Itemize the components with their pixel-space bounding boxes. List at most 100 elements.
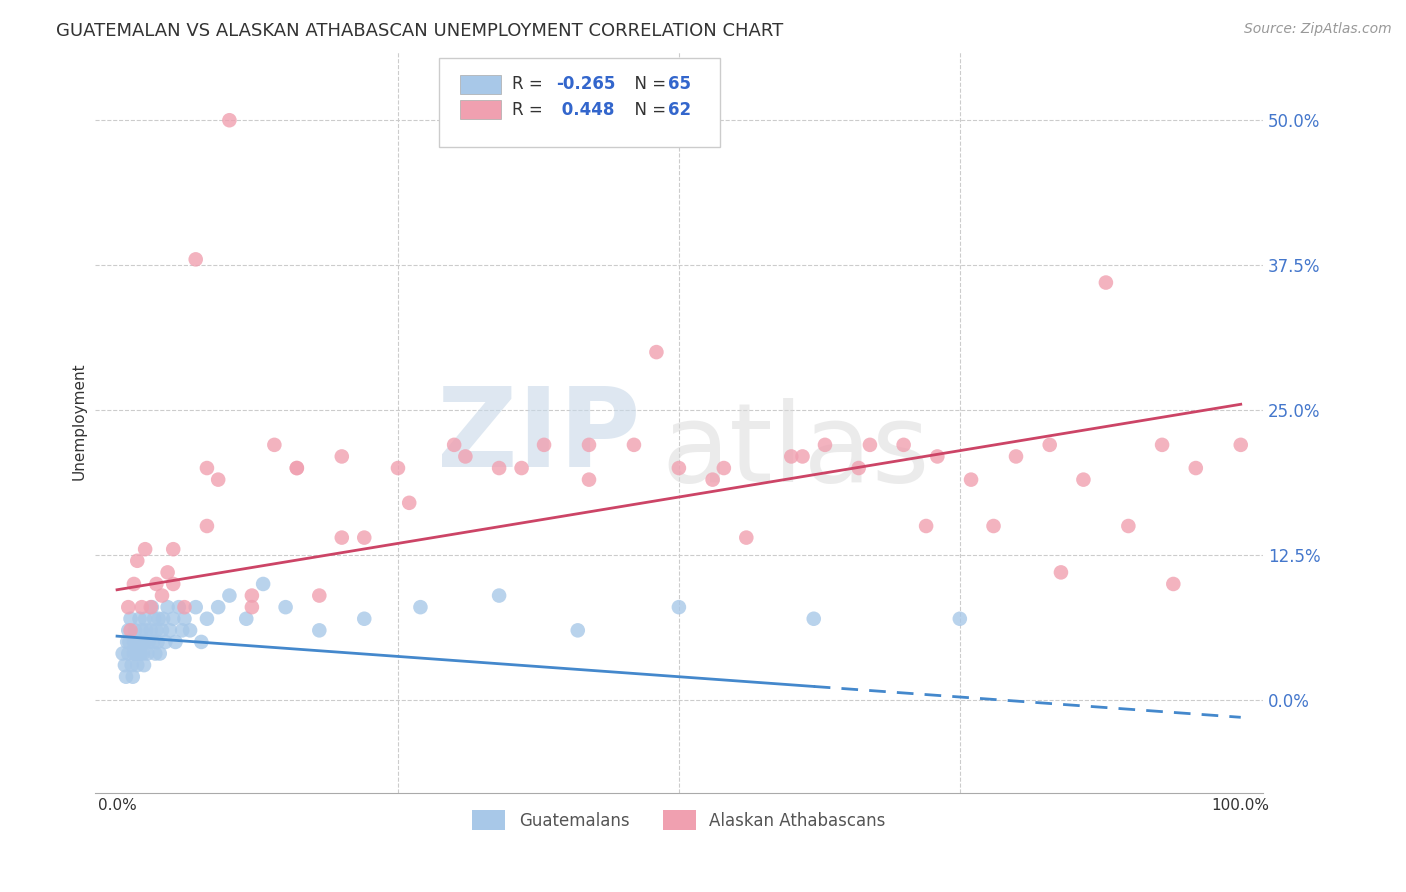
Point	[128, 635, 150, 649]
Point	[134, 612, 156, 626]
Point	[179, 624, 201, 638]
Point	[117, 600, 139, 615]
Point	[353, 531, 375, 545]
Point	[134, 635, 156, 649]
Point	[152, 612, 174, 626]
Point	[240, 600, 263, 615]
Point	[330, 450, 353, 464]
Point	[162, 542, 184, 557]
Point	[859, 438, 882, 452]
Point	[159, 624, 181, 638]
Point	[848, 461, 870, 475]
Text: N =: N =	[624, 101, 671, 119]
Point	[207, 600, 229, 615]
Point	[148, 612, 170, 626]
Point	[285, 461, 308, 475]
Point	[184, 252, 207, 267]
Point	[668, 600, 690, 615]
Point	[1184, 461, 1206, 475]
Point	[207, 473, 229, 487]
Point	[1005, 450, 1028, 464]
Point	[146, 635, 169, 649]
Point	[115, 670, 138, 684]
Point	[162, 577, 184, 591]
Point	[443, 438, 465, 452]
Point	[218, 589, 240, 603]
Point	[195, 612, 218, 626]
Point	[131, 624, 153, 638]
Point	[285, 461, 308, 475]
Point	[131, 600, 153, 615]
Text: R =: R =	[512, 101, 548, 119]
Text: 65: 65	[668, 75, 692, 93]
Y-axis label: Unemployment: Unemployment	[72, 363, 86, 481]
Point	[118, 635, 141, 649]
Point	[122, 635, 145, 649]
Point	[139, 624, 162, 638]
Point	[120, 624, 142, 638]
Point	[1163, 577, 1185, 591]
Point	[190, 635, 212, 649]
Point	[668, 461, 690, 475]
Point	[162, 612, 184, 626]
Point	[780, 450, 803, 464]
Point	[1118, 519, 1140, 533]
Point	[124, 624, 146, 638]
Point	[145, 577, 167, 591]
Text: atlas: atlas	[661, 398, 929, 505]
Point	[893, 438, 915, 452]
Point	[1229, 438, 1251, 452]
Point	[121, 670, 143, 684]
Point	[172, 624, 194, 638]
Text: R =: R =	[512, 75, 548, 93]
FancyBboxPatch shape	[460, 75, 502, 94]
Point	[713, 461, 735, 475]
Point	[409, 600, 432, 615]
Point	[135, 624, 157, 638]
Point	[1039, 438, 1062, 452]
Point	[567, 624, 589, 638]
Point	[263, 438, 285, 452]
Point	[167, 600, 190, 615]
Point	[792, 450, 814, 464]
Point	[165, 635, 187, 649]
Point	[240, 589, 263, 603]
Point	[129, 647, 152, 661]
Text: N =: N =	[624, 75, 671, 93]
Point	[156, 566, 179, 580]
Text: 62: 62	[668, 101, 692, 119]
Point	[533, 438, 555, 452]
Point	[114, 658, 136, 673]
Point	[274, 600, 297, 615]
Point	[120, 612, 142, 626]
Point	[143, 612, 166, 626]
Point	[184, 600, 207, 615]
Point	[149, 647, 172, 661]
Point	[578, 473, 600, 487]
Point	[949, 612, 972, 626]
Legend: Guatemalans, Alaskan Athabascans: Guatemalans, Alaskan Athabascans	[465, 804, 893, 837]
Point	[128, 612, 150, 626]
Point	[132, 658, 155, 673]
Point	[387, 461, 409, 475]
Point	[1152, 438, 1174, 452]
Point	[252, 577, 274, 591]
Point	[623, 438, 645, 452]
Point	[1050, 566, 1073, 580]
Point	[141, 600, 163, 615]
Point	[143, 647, 166, 661]
Point	[127, 635, 149, 649]
Point	[308, 624, 330, 638]
FancyBboxPatch shape	[439, 58, 720, 147]
Point	[235, 612, 257, 626]
Point	[127, 554, 149, 568]
Point	[398, 496, 420, 510]
Point	[122, 647, 145, 661]
Point	[115, 635, 138, 649]
Point	[142, 635, 165, 649]
Point	[195, 461, 218, 475]
Point	[138, 635, 160, 649]
Point	[117, 624, 139, 638]
Text: ZIP: ZIP	[437, 383, 640, 490]
Point	[1073, 473, 1095, 487]
